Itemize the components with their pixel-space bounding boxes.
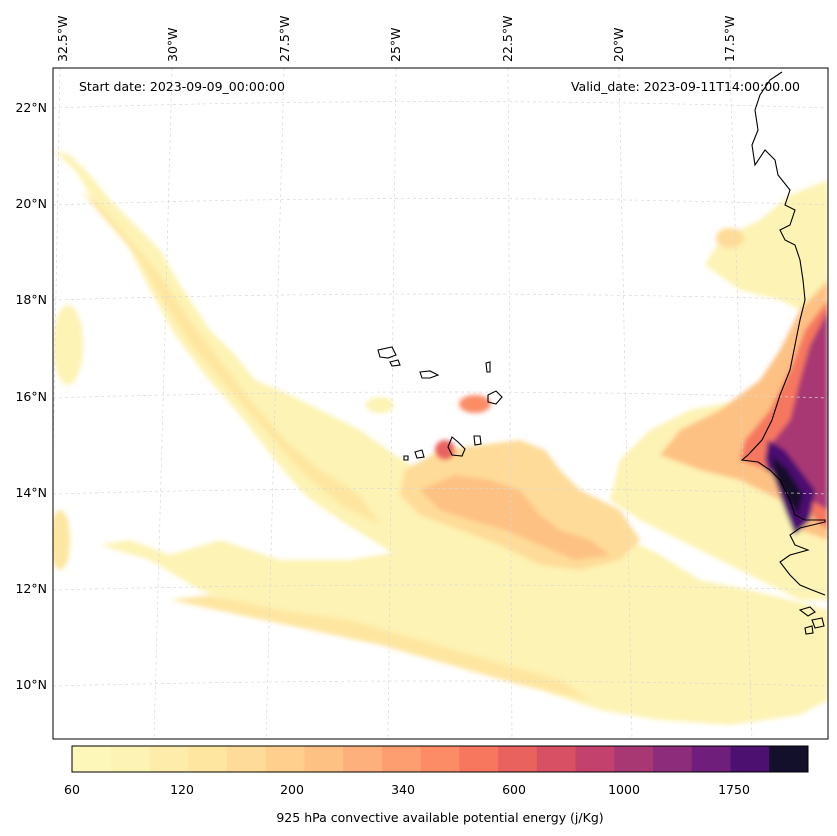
graticule [53,68,828,739]
lat-label-10n: 10°N [15,677,47,692]
cape-verde-island-7 [473,435,482,446]
cape-band-south-inner [170,595,590,700]
colorbar-segment-6 [304,746,344,772]
colorbar-tick-60: 60 [64,782,80,797]
cape-cell-west [366,397,394,413]
colorbar-segment-10 [459,746,499,772]
lat-label-14n: 14°N [15,485,47,500]
cape-verde-island-6 [447,436,466,457]
colorbar-tick-1750: 1750 [718,782,750,797]
colorbar-segment-17 [730,746,770,772]
colorbar-segment-16 [691,746,732,772]
cape-east-peak-core [772,455,803,515]
colorbar-title: 925 hPa convective available potential e… [276,810,603,825]
lat-label-22n: 22°N [15,100,47,115]
cape-cell-ne [716,228,744,248]
colorbar-tick-600: 600 [502,782,526,797]
colorbar-segment-15 [653,746,693,772]
coastline-icon [377,71,826,635]
lon-label-25w: 25°W [388,27,403,62]
colorbar-segment-1 [110,746,150,772]
lat-label-18n: 18°N [15,292,47,307]
cape-verde-island-3 [419,370,440,379]
lon-label-27-5w: 27.5°W [277,16,292,62]
lon-label-22-5w: 22.5°W [500,16,515,62]
cape-verde-island-2 [389,359,401,367]
cape-cell-left-low [53,510,70,570]
lat-label-20n: 20°N [15,196,47,211]
colorbar-segment-2 [149,746,189,772]
lon-label-20w: 20°W [611,27,626,62]
colorbar-segment-13 [575,746,615,772]
colorbar-segment-11 [498,746,538,772]
colorbar-frame [71,745,809,773]
colorbar-segment-9 [420,746,460,772]
cape-verde-island-5 [487,390,503,405]
colorbar-segment-5 [265,746,305,772]
bissagos-islands [798,606,825,635]
colorbar-segment-0 [72,746,112,772]
cape-verde-island-9 [403,455,409,461]
latitude-labels: 22°N 20°N 18°N 16°N 14°N 12°N 10°N [15,100,47,692]
colorbar-tick-200: 200 [280,782,304,797]
lat-label-12n: 12°N [15,581,47,596]
colorbar [72,746,809,772]
cape-cell-north [459,395,491,413]
lon-label-30w: 30°W [165,27,180,62]
cape-band-west [53,150,828,705]
cape-band-south [100,540,828,725]
start-date-label: Start date: 2023-09-09_00:00:00 [79,79,285,94]
cape-central-inner [420,475,610,560]
map-frame [52,67,829,740]
cape-verde-island-8 [414,449,425,459]
colorbar-segment-8 [381,746,422,772]
cape-verde-island-4 [485,361,491,373]
cape-field [53,150,828,725]
colorbar-segment-18 [769,746,809,772]
colorbar-segment-3 [188,746,228,772]
colorbar-tick-120: 120 [170,782,194,797]
colorbar-tick-1000: 1000 [608,782,640,797]
colorbar-segment-4 [226,746,267,772]
colorbar-segment-14 [614,746,654,772]
africa-coastline [740,71,826,596]
colorbar-segment-12 [536,746,577,772]
valid-date-label: Valid_date: 2023-09-11T14:00:00.00 [571,79,800,94]
colorbar-ticks: 60 120 200 340 600 1000 1750 [64,782,750,797]
lon-label-32-5w: 32.5°W [55,16,70,62]
cape-cell-left [53,305,83,385]
lon-label-17-5w: 17.5°W [722,16,737,62]
colorbar-tick-340: 340 [391,782,415,797]
lat-label-16n: 16°N [15,389,47,404]
colorbar-segment-7 [343,746,383,772]
longitude-labels: 32.5°W 30°W 27.5°W 25°W 22.5°W 20°W 17.5… [55,16,737,62]
cape-verde-island-1 [377,346,397,359]
cape-cell-island [435,440,455,460]
cape-band-west-inner [80,190,380,525]
